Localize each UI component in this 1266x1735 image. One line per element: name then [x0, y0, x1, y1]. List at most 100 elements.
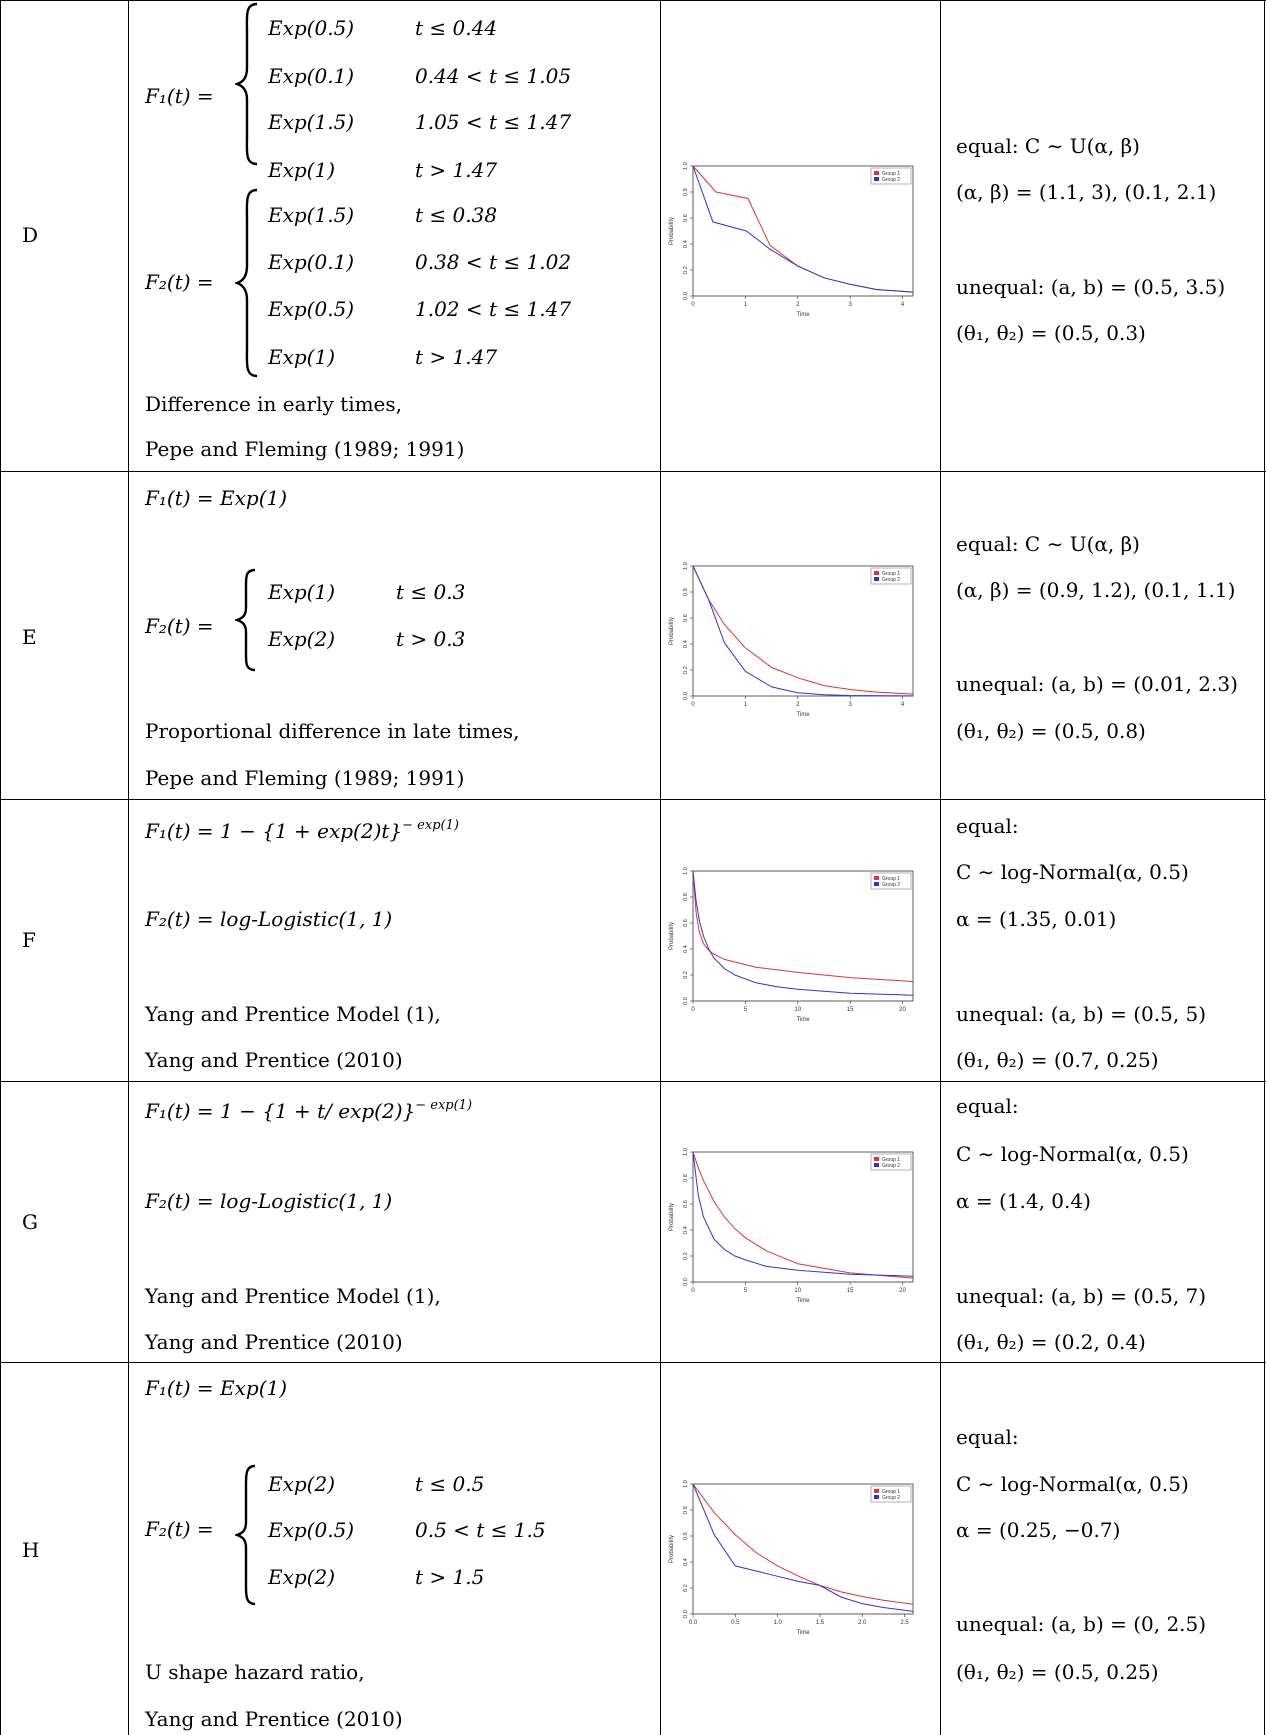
scenario-reference: Yang and Prentice (2010) — [145, 1707, 403, 1731]
plot-frame — [692, 565, 914, 697]
censoring-line: (θ₁, θ₂) = (0.5, 0.3) — [956, 321, 1146, 345]
censoring-line: (α, β) = (1.1, 3), (0.1, 2.1) — [956, 180, 1217, 204]
censoring-line: C ∼ log-Normal(α, 0.5) — [956, 860, 1189, 884]
column-divider — [660, 0, 661, 1735]
f2-case-dist: Exp(2) — [268, 1565, 336, 1589]
censoring-line: equal: C ∼ U(α, β) — [956, 134, 1140, 158]
column-divider — [0, 0, 1, 1735]
f1-formula-exponent: − exp(1) — [402, 818, 459, 833]
f2-case-dist: Exp(1) — [268, 345, 336, 369]
column-divider — [940, 0, 941, 1735]
x-tick-label: 5 — [744, 1288, 748, 1294]
series-line-group-1 — [692, 870, 914, 982]
f1-formula-exponent: − exp(1) — [415, 1098, 473, 1113]
y-tick-label: 0.4 — [683, 640, 689, 648]
survival-chart-G: 0 5 10 15 20 0.0 0.2 0.4 0.6 0.8 1.0 Time Probabilit… — [669, 1148, 914, 1304]
y-tick-label: 0.4 — [683, 1558, 689, 1566]
y-tick-label: 0.6 — [683, 919, 689, 927]
survival-chart-H: 0.0 0.5 1.0 1.5 2.0 2.5 0.0 0.2 0.4 0.6 0.8 1.0 Time… — [669, 1480, 914, 1636]
legend-label: Group 1 — [882, 1157, 900, 1163]
legend-swatch — [874, 1157, 879, 1161]
censoring-line: (θ₁, θ₂) = (0.2, 0.4) — [956, 1330, 1146, 1354]
x-tick-label: 2 — [796, 702, 800, 708]
censoring-line: equal: — [956, 814, 1019, 838]
legend-label: Group 1 — [882, 171, 900, 177]
f1-case-cond: 0.44 < t ≤ 1.05 — [415, 64, 572, 88]
scenario-label: F — [22, 928, 36, 952]
y-tick-label: 0.6 — [683, 1532, 689, 1540]
x-axis-label: Time — [796, 712, 810, 718]
f2-case-dist: Exp(1) — [268, 580, 336, 604]
x-tick-label: 4 — [901, 302, 905, 308]
legend-label: Group 2 — [882, 882, 900, 888]
plot-frame — [692, 1151, 914, 1283]
y-tick-label: 1.0 — [683, 162, 689, 170]
f1-case-cond: 1.05 < t ≤ 1.47 — [415, 110, 572, 134]
f1-formula: F₁(t) = Exp(1) — [145, 486, 288, 510]
censoring-line: equal: — [956, 1425, 1019, 1449]
f1-case-dist: Exp(0.5) — [268, 16, 355, 40]
legend-label: Group 2 — [882, 577, 900, 583]
x-tick-label: 15 — [847, 1288, 854, 1294]
f2-case-dist: Exp(0.1) — [268, 250, 355, 274]
f2-formula: F₂(t) = log-Logistic(1, 1) — [145, 1189, 393, 1213]
x-tick-label: 2.5 — [900, 1620, 909, 1626]
y-tick-label: 0.0 — [683, 997, 689, 1005]
f1-formula: F₁(t) = 1 − {1 + t/ exp(2)}− exp(1) — [145, 1094, 472, 1123]
series-line-group-1 — [692, 1151, 914, 1279]
scenario-description: Proportional difference in late times, — [145, 719, 520, 743]
y-tick-label: 0.0 — [683, 292, 689, 300]
f1-formula-base: F₁(t) = 1 − {1 + t/ exp(2)} — [145, 1099, 416, 1123]
f2-lhs: F₂(t) = — [145, 1517, 214, 1541]
x-axis-label: Time — [796, 312, 810, 318]
censoring-line: C ∼ log-Normal(α, 0.5) — [956, 1472, 1189, 1496]
x-tick-label: 2 — [796, 302, 800, 308]
legend-label: Group 2 — [882, 1495, 900, 1501]
x-tick-label: 10 — [794, 1288, 801, 1294]
f1-formula: F₁(t) = Exp(1) — [145, 1376, 288, 1400]
y-axis-label: Probability — [669, 1203, 675, 1231]
plot-frame — [692, 1483, 914, 1615]
scenario-description: Yang and Prentice Model (1), — [145, 1284, 441, 1308]
legend-swatch — [874, 571, 879, 575]
censoring-line: (α, β) = (0.9, 1.2), (0.1, 1.1) — [956, 578, 1236, 602]
x-axis-label: Time — [796, 1630, 810, 1636]
censoring-line: unequal: (a, b) = (0.5, 3.5) — [956, 275, 1226, 299]
y-tick-label: 1.0 — [683, 1148, 689, 1156]
censoring-line: unequal: (a, b) = (0.5, 5) — [956, 1002, 1207, 1026]
scenario-label: E — [22, 625, 37, 649]
y-tick-label: 0.2 — [683, 1252, 689, 1260]
censoring-line: (θ₁, θ₂) = (0.7, 0.25) — [956, 1048, 1159, 1072]
y-tick-label: 0.2 — [683, 1584, 689, 1592]
legend-swatch — [874, 577, 879, 581]
legend-swatch — [874, 876, 879, 880]
x-tick-label: 5 — [744, 1007, 748, 1013]
y-tick-label: 0.2 — [683, 666, 689, 674]
y-axis-label: Probability — [669, 922, 675, 950]
f2-case-cond: t > 1.5 — [415, 1565, 485, 1589]
f1-lhs: F₁(t) = — [145, 84, 214, 108]
x-tick-label: 0 — [691, 1007, 695, 1013]
censoring-line: α = (0.25, −0.7) — [956, 1518, 1121, 1542]
y-tick-label: 0.8 — [683, 188, 689, 196]
scenario-description: U shape hazard ratio, — [145, 1660, 365, 1684]
f2-case-dist: Exp(1.5) — [268, 203, 355, 227]
x-tick-label: 0 — [691, 1288, 695, 1294]
x-tick-label: 3 — [848, 302, 852, 308]
f1-case-cond: t ≤ 0.44 — [415, 16, 498, 40]
y-axis-label: Probability — [669, 1535, 675, 1563]
x-axis-label: Time — [796, 1298, 810, 1304]
y-tick-label: 1.0 — [683, 1480, 689, 1488]
series-line-group-1 — [692, 565, 914, 695]
f2-case-cond: 0.5 < t ≤ 1.5 — [415, 1518, 546, 1542]
scenario-reference: Yang and Prentice (2010) — [145, 1048, 403, 1072]
f2-case-cond: 0.38 < t ≤ 1.02 — [415, 250, 572, 274]
censoring-line: equal: — [956, 1094, 1019, 1118]
left-brace — [235, 568, 256, 672]
f2-lhs: F₂(t) = — [145, 270, 214, 294]
survival-chart-F: 0 5 10 15 20 0.0 0.2 0.4 0.6 0.8 1.0 Time Probabilit… — [669, 867, 914, 1023]
f2-case-dist: Exp(0.5) — [268, 1518, 355, 1542]
legend-box — [870, 567, 912, 585]
column-divider — [1264, 0, 1265, 1735]
